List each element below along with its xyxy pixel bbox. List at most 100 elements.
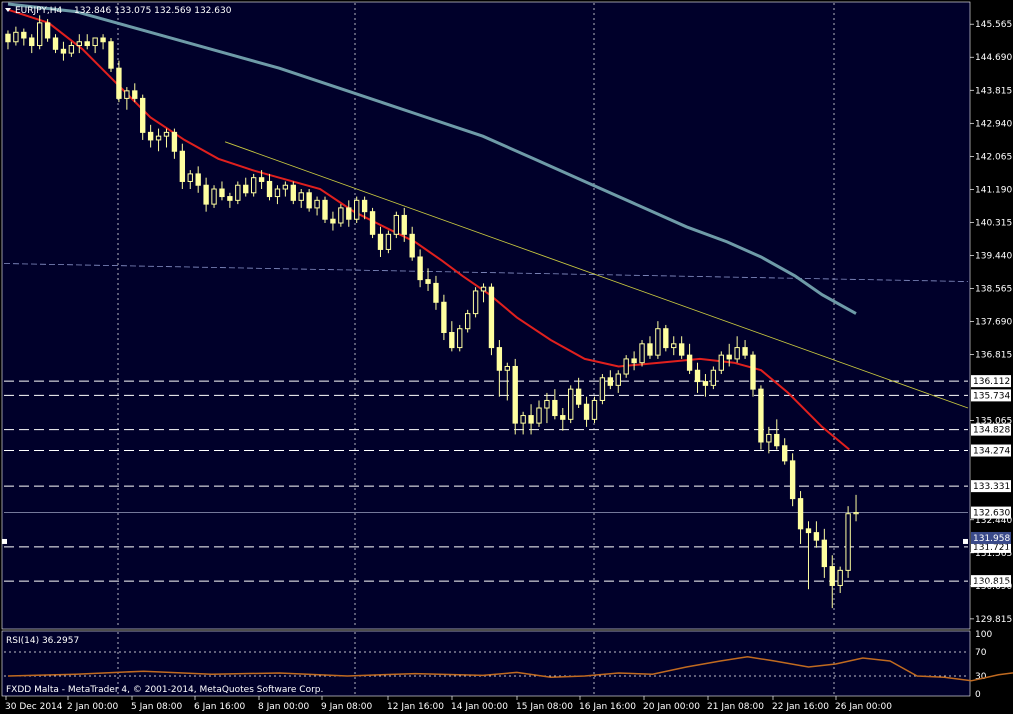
candle-body-bear xyxy=(401,214,407,235)
price-tick-label: 138.565 xyxy=(975,285,1012,295)
candle-body-bear xyxy=(306,192,312,209)
candle-body-bear xyxy=(528,415,534,424)
symbol-header: EURJPY,H4 132.846 133.075 132.569 132.63… xyxy=(5,6,232,16)
sr-price-tag xyxy=(971,423,1011,436)
candle-body-bear xyxy=(631,358,637,364)
sr-price-tag xyxy=(971,480,1011,493)
price-tick-label: 141.190 xyxy=(975,185,1012,195)
candle-body-bear xyxy=(203,184,209,205)
candle-body-bear xyxy=(409,233,415,258)
candle-body-bear xyxy=(829,566,835,586)
candle-body-bull xyxy=(599,377,606,401)
time-tick-label: 15 Jan 08:00 xyxy=(516,702,573,712)
footer-copyright: FXDD Malta - MetaTrader 4, © 2001-2014, … xyxy=(6,685,323,695)
price-tick-label: 135.065 xyxy=(975,417,1012,427)
candle-body-bear xyxy=(171,131,178,152)
price-tick-label: 142.940 xyxy=(975,119,1012,129)
candle-body-bear xyxy=(322,199,328,220)
price-tick-label: 144.690 xyxy=(975,53,1012,63)
candle-body-bull xyxy=(718,354,724,371)
candle-body-bull xyxy=(853,512,859,515)
price-tick-label: 142.065 xyxy=(975,152,1012,162)
candle-body-bull xyxy=(298,192,304,201)
candle-body-bear xyxy=(512,365,518,424)
candle-body-bear xyxy=(797,498,804,530)
time-tick-label: 5 Jan 08:00 xyxy=(131,702,183,712)
candle-body-bull xyxy=(845,513,851,571)
candle-body-bear xyxy=(449,331,455,349)
candle-body-bear xyxy=(84,41,90,47)
rsi-plot-area[interactable] xyxy=(1,630,971,697)
symbol-label: EURJPY,H4 xyxy=(15,6,63,16)
sr-price-tag-label: 134.274 xyxy=(973,447,1010,457)
candle-body-bear xyxy=(425,279,431,284)
time-tick-label: 22 Jan 16:00 xyxy=(772,702,829,712)
candle-body-bear xyxy=(179,150,186,182)
candle-body-bear xyxy=(647,343,653,356)
candle-body-bear xyxy=(361,199,368,213)
ohlc-label: 132.846 133.075 132.569 132.630 xyxy=(74,6,232,16)
candle-body-bull xyxy=(568,388,574,420)
candle-body-bear xyxy=(377,233,384,250)
rsi-indicator: 100 70 30 0 xyxy=(4,630,1013,700)
time-tick-label: 26 Jan 00:00 xyxy=(835,702,892,712)
price-tick-label: 132.440 xyxy=(975,516,1012,526)
slow-moving-average xyxy=(7,2,857,315)
candle-body-bear xyxy=(774,433,780,447)
candlesticks xyxy=(5,15,859,609)
sr-price-tag xyxy=(971,444,1011,457)
candle-body-bear xyxy=(742,347,748,356)
candle-body-bull xyxy=(92,37,98,47)
grid-lines xyxy=(3,3,969,695)
candle-body-bull xyxy=(655,328,661,356)
candle-body-bull xyxy=(235,184,241,201)
candle-body-bear xyxy=(813,532,820,541)
candle-body-bull xyxy=(671,343,677,349)
bid-price-label: 131.958 xyxy=(973,534,1010,544)
candle-body-bear xyxy=(560,415,566,420)
candle-body-bear xyxy=(805,528,812,534)
current-price-tag xyxy=(971,506,1011,519)
candle-body-bull xyxy=(314,199,320,209)
price-axis: 145.565 144.690 143.815 142.940 142.065 141.1… xyxy=(970,20,1012,625)
candle-body-bear xyxy=(782,445,788,462)
candle-body-bull xyxy=(68,45,75,54)
bid-price-tag xyxy=(971,531,1011,544)
candle-body-bull xyxy=(354,199,360,220)
candle-body-bull xyxy=(13,31,19,43)
candle-body-bull xyxy=(282,184,289,190)
dashed-horizontal-line xyxy=(3,263,969,282)
candle-body-bull xyxy=(163,131,170,137)
candle-body-bull xyxy=(837,569,843,586)
candle-body-bull xyxy=(615,373,621,386)
candle-body-bull xyxy=(338,207,344,224)
candle-body-bear xyxy=(140,97,146,133)
candle-body-bear xyxy=(789,460,796,500)
bid-marker-right xyxy=(963,538,968,544)
sr-price-tag xyxy=(971,575,1011,588)
candle-body-bear xyxy=(243,184,249,194)
sr-price-tag xyxy=(971,389,1011,402)
time-tick-label: 30 Dec 2014 xyxy=(5,702,63,712)
candle-body-bear xyxy=(694,369,701,383)
candle-body-bear xyxy=(132,90,138,99)
sr-price-tag-label: 133.331 xyxy=(973,482,1010,492)
candle-body-bull xyxy=(472,290,479,315)
candle-body-bull xyxy=(464,313,471,330)
candle-body-bull xyxy=(187,173,193,182)
candle-body-bear xyxy=(227,196,233,201)
candle-body-bear xyxy=(21,31,27,39)
price-tick-label: 131.565 xyxy=(975,549,1012,559)
candle-body-bear xyxy=(496,347,503,371)
candle-body-bear xyxy=(417,256,423,281)
sr-price-tag-label: 136.112 xyxy=(973,377,1010,387)
candle-body-bear xyxy=(219,188,225,198)
rsi-label: RSI(14) 36.2957 xyxy=(6,636,79,646)
candle-body-bear xyxy=(266,180,273,198)
time-tick-label: 14 Jan 00:00 xyxy=(451,702,508,712)
dropdown-triangle-icon[interactable] xyxy=(5,8,11,12)
candle-body-bull xyxy=(536,407,542,424)
price-tick-label: 136.815 xyxy=(975,351,1012,361)
time-tick-label: 16 Jan 16:00 xyxy=(579,702,636,712)
